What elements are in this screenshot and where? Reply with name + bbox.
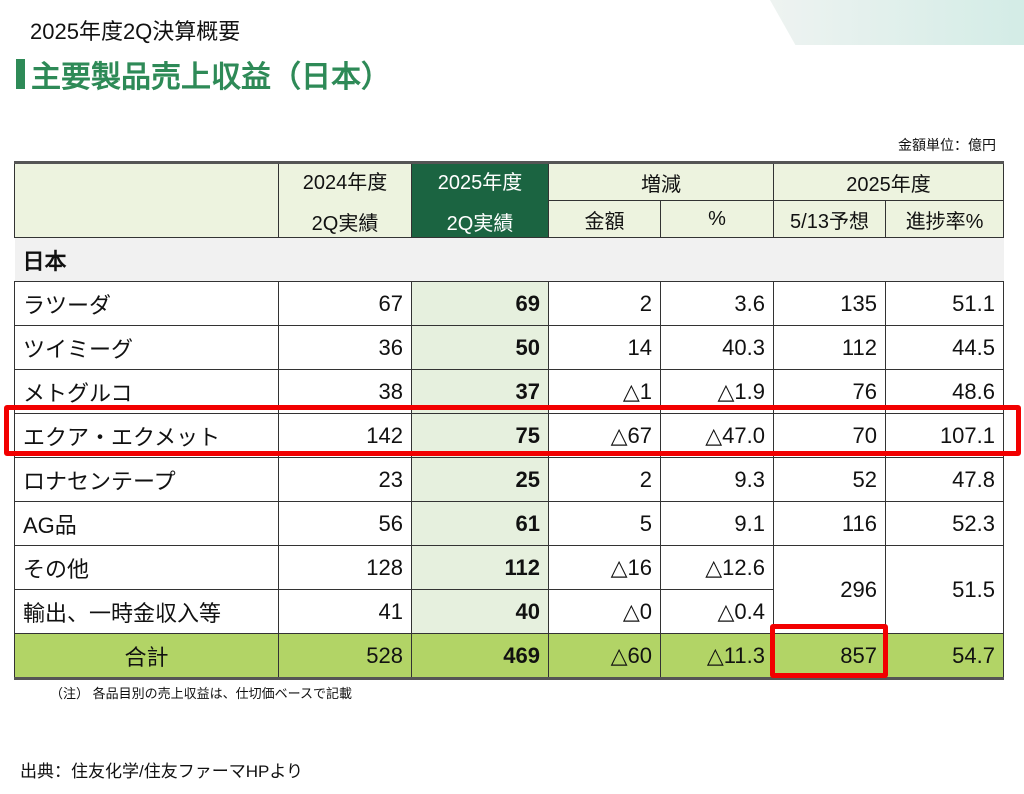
cell-diff: △16 xyxy=(548,545,661,590)
total-pct: △11.3 xyxy=(660,633,774,680)
cell-progress: 51.1 xyxy=(885,281,1004,326)
cell-fy2024: 56 xyxy=(278,501,412,546)
cell-name: 輸出、一時金収入等 xyxy=(14,589,279,634)
cell-forecast: 70 xyxy=(773,413,886,458)
footnote: （注） 各品目別の売上収益は、仕切価ベースで記載 xyxy=(50,686,352,701)
header-change: 増減 xyxy=(548,161,774,201)
cell-fy2025: 75 xyxy=(411,413,549,458)
cell-fy2025: 50 xyxy=(411,325,549,370)
total-row: 合計 528 469 △60 △11.3 857 54.7 xyxy=(14,633,1004,680)
section-label: 日本 xyxy=(14,237,1004,282)
highlight-box-ekua xyxy=(4,405,1021,456)
cell-diff: △0 xyxy=(548,589,661,634)
cell-name: AG品 xyxy=(14,501,279,546)
table-row: ラツーダ 67 69 2 3.6 135 51.1 xyxy=(14,281,1004,326)
title-text: 主要製品売上収益（日本） xyxy=(31,61,391,94)
cell-fy2025: 25 xyxy=(411,457,549,502)
cell-progress: 44.5 xyxy=(885,325,1004,370)
total-diff: △60 xyxy=(548,633,661,680)
cell-diff: 5 xyxy=(548,501,661,546)
cell-pct: 3.6 xyxy=(660,281,774,326)
total-forecast: 857 xyxy=(773,633,886,680)
cell-fy2024: 41 xyxy=(278,589,412,634)
cell-forecast: 112 xyxy=(773,325,886,370)
cell-fy2024: 67 xyxy=(278,281,412,326)
slide-title: 主要製品売上収益（日本） xyxy=(16,52,391,96)
cell-forecast: 135 xyxy=(773,281,886,326)
total-progress: 54.7 xyxy=(885,633,1004,680)
cell-name: ロナセンテープ xyxy=(14,457,279,502)
slide-subtitle: 2025年度2Q決算概要 xyxy=(30,19,241,44)
source-text: 出典：住友化学/住友ファーマHPより xyxy=(20,762,303,781)
cell-forecast: 52 xyxy=(773,457,886,502)
cell-pct: 40.3 xyxy=(660,325,774,370)
cell-progress: 52.3 xyxy=(885,501,1004,546)
table-row: その他 128 112 △16 △12.6 296 51.5 xyxy=(14,545,1004,634)
header-forecast-group: 2025年度 xyxy=(773,161,1004,201)
cell-fy2025: 112 xyxy=(411,545,549,590)
header-progress: 進捗率% xyxy=(885,200,1004,238)
header-blank xyxy=(14,161,279,238)
header-change-amount: 金額 xyxy=(548,200,661,238)
cell-name: その他 xyxy=(14,545,279,590)
cell-diff: 14 xyxy=(548,325,661,370)
cell-pct: △12.6 xyxy=(660,545,774,590)
table-row: AG品 56 61 5 9.1 116 52.3 xyxy=(14,501,1004,546)
header-change-pct: % xyxy=(660,200,774,238)
cell-fy2024: 36 xyxy=(278,325,412,370)
cell-progress: 107.1 xyxy=(885,413,1004,458)
title-bar-icon xyxy=(16,59,25,89)
total-fy2025: 469 xyxy=(411,633,549,680)
total-name: 合計 xyxy=(14,633,279,680)
cell-fy2024: 23 xyxy=(278,457,412,502)
table-row: ロナセンテープ 23 25 2 9.3 52 47.8 xyxy=(14,457,1004,502)
cell-name: エクア・エクメット xyxy=(14,413,279,458)
cell-pct: △0.4 xyxy=(660,589,774,634)
decorative-banner xyxy=(770,0,1024,45)
unit-label: 金額単位：億円 xyxy=(898,137,996,153)
cell-diff: 2 xyxy=(548,457,661,502)
cell-name: ツイミーグ xyxy=(14,325,279,370)
header-forecast: 5/13予想 xyxy=(773,200,886,238)
cell-diff: 2 xyxy=(548,281,661,326)
sales-table: 2024年度 2Q実績 2025年度 2Q実績 増減 2025年度 金額 % 5/1… xyxy=(14,161,1004,680)
cell-progress: 47.8 xyxy=(885,457,1004,502)
table-row: ツイミーグ 36 50 14 40.3 112 44.5 xyxy=(14,325,1004,370)
cell-fy2024: 142 xyxy=(278,413,412,458)
cell-forecast: 116 xyxy=(773,501,886,546)
header-fy2024: 2024年度 2Q実績 xyxy=(278,161,412,238)
cell-forecast: 296 xyxy=(773,545,886,634)
cell-pct: 9.1 xyxy=(660,501,774,546)
cell-pct: 9.3 xyxy=(660,457,774,502)
table-row: 輸出、一時金収入等 41 40 △0 △0.4 xyxy=(14,589,1004,634)
cell-pct: △47.0 xyxy=(660,413,774,458)
header-fy2025: 2025年度 2Q実績 xyxy=(411,161,549,238)
cell-fy2025: 61 xyxy=(411,501,549,546)
total-fy2024: 528 xyxy=(278,633,412,680)
cell-fy2025: 69 xyxy=(411,281,549,326)
cell-fy2025: 40 xyxy=(411,589,549,634)
cell-fy2024: 128 xyxy=(278,545,412,590)
highlight-box-total-forecast xyxy=(770,624,888,678)
cell-progress: 51.5 xyxy=(885,545,1004,634)
cell-name: ラツーダ xyxy=(14,281,279,326)
